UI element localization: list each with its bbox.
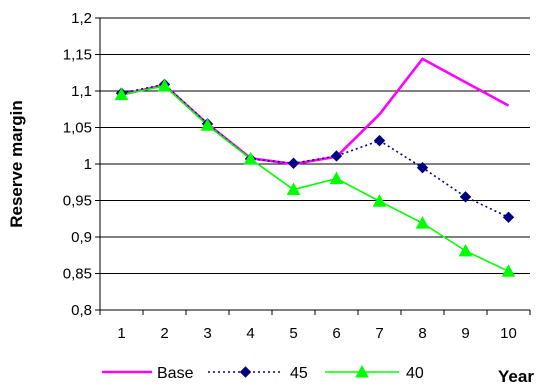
x-tick-label: 5 bbox=[289, 325, 297, 342]
data-point-40 bbox=[200, 118, 215, 131]
legend-label-Base: Base bbox=[157, 365, 194, 382]
series-lines bbox=[121, 57, 510, 273]
data-point-40 bbox=[501, 264, 516, 277]
data-point-45 bbox=[373, 134, 386, 147]
data-point-40 bbox=[329, 171, 344, 185]
x-tick-label: 7 bbox=[375, 325, 383, 342]
data-point-40 bbox=[243, 151, 258, 165]
data-point-45 bbox=[330, 150, 343, 162]
tick-labels: 0,8 0,85 0,9 0,95 1 1,05 1,1 1,15 1,2 1 2 3 4 5 6 7 8 9 10 bbox=[63, 10, 517, 342]
legend-label-45: 45 bbox=[290, 365, 308, 382]
x-tick-label: 2 bbox=[160, 325, 168, 342]
x-tick-label: 9 bbox=[461, 325, 469, 342]
data-point-40 bbox=[415, 216, 430, 229]
axes bbox=[95, 17, 531, 315]
y-tick-label: 1 bbox=[84, 156, 92, 173]
y-tick-label: 1,15 bbox=[63, 47, 92, 64]
gridlines bbox=[100, 17, 530, 274]
legend-marker-40 bbox=[355, 364, 369, 378]
x-tick-label: 8 bbox=[418, 325, 426, 342]
legend-label-40: 40 bbox=[406, 365, 424, 382]
y-tick-label: 0,8 bbox=[71, 302, 92, 319]
y-tick-label: 0,85 bbox=[63, 266, 92, 283]
series-line-45 bbox=[121, 83, 509, 219]
y-axis-title: Reserve margin bbox=[7, 100, 26, 228]
data-point-40 bbox=[458, 243, 473, 257]
data-point-40 bbox=[286, 182, 301, 196]
legend-marker-45 bbox=[239, 366, 252, 378]
x-tick-label: 6 bbox=[332, 325, 340, 342]
series-line-Base bbox=[121, 57, 510, 166]
y-tick-label: 1,05 bbox=[63, 120, 92, 137]
y-tick-label: 1,2 bbox=[71, 10, 92, 27]
x-tick-label: 1 bbox=[117, 325, 125, 342]
data-point-40 bbox=[157, 78, 172, 92]
x-tick-label: 4 bbox=[246, 325, 254, 342]
data-point-45 bbox=[416, 161, 429, 174]
x-tick-label: 10 bbox=[500, 325, 517, 342]
data-point-40 bbox=[372, 194, 387, 207]
x-axis-title: Year bbox=[498, 367, 534, 386]
legend: Base 45 40 bbox=[102, 364, 424, 382]
series-line-40 bbox=[121, 85, 509, 273]
y-tick-label: 0,9 bbox=[71, 229, 92, 246]
data-point-45 bbox=[459, 191, 472, 203]
y-tick-label: 1,1 bbox=[71, 83, 92, 100]
data-point-45 bbox=[502, 211, 515, 223]
x-tick-label: 3 bbox=[203, 325, 211, 342]
data-point-45 bbox=[287, 157, 300, 169]
series-markers bbox=[114, 78, 516, 277]
y-tick-label: 0,95 bbox=[63, 193, 92, 210]
data-point-40 bbox=[114, 87, 129, 101]
